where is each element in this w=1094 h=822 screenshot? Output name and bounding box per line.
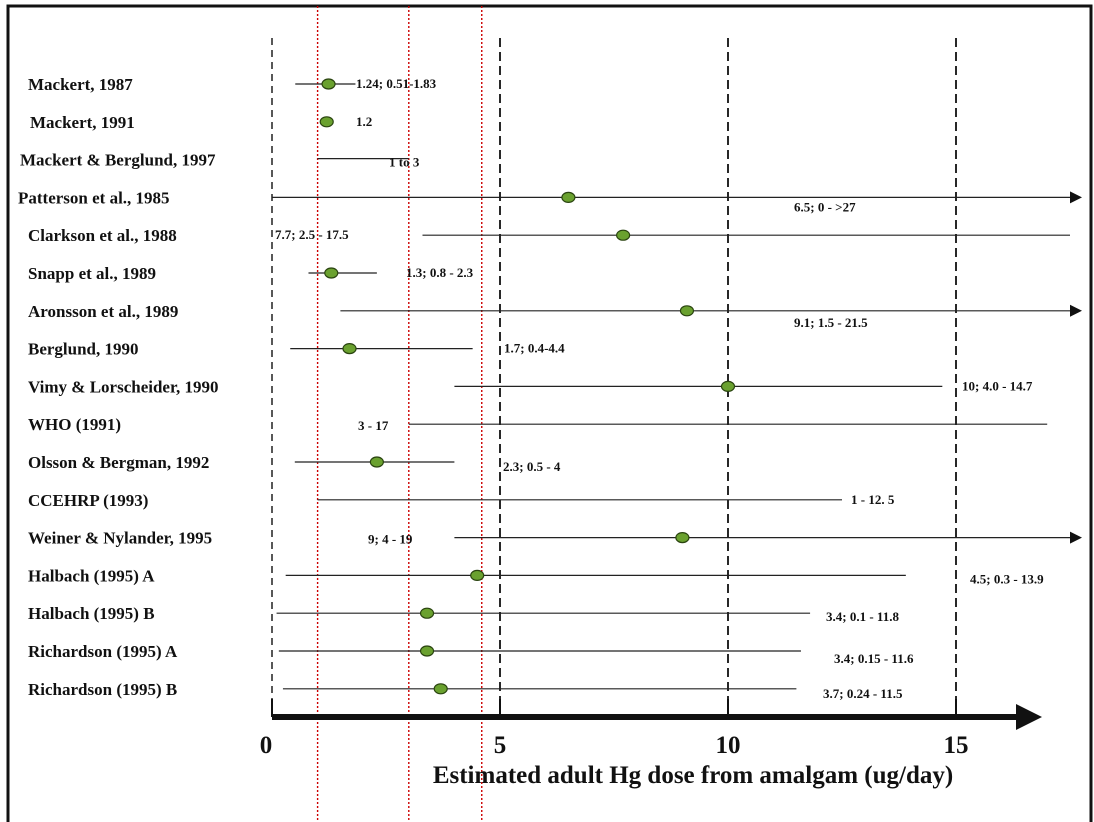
range-arrow xyxy=(1070,304,1082,317)
study-row: CCEHRP (1993) 1 - 12. 5 xyxy=(28,491,895,510)
point-estimate xyxy=(561,191,576,203)
study-label: Berglund, 1990 xyxy=(28,340,139,359)
x-axis-title: Estimated adult Hg dose from amalgam (ug… xyxy=(433,762,953,789)
value-label: 4.5; 0.3 - 13.9 xyxy=(970,571,1044,586)
reference-lines xyxy=(316,6,483,822)
study-label: Clarkson et al., 1988 xyxy=(28,226,177,245)
study-row: Halbach (1995) B 3.4; 0.1 - 11.8 xyxy=(28,604,899,624)
x-tick-label: 15 xyxy=(944,732,969,759)
study-row: Mackert, 1987 1.24; 0.51-1.83 xyxy=(28,75,437,94)
study-row: Richardson (1995) B 3.7; 0.24 - 11.5 xyxy=(28,680,903,701)
gridlines xyxy=(271,38,957,717)
x-tick-label: 10 xyxy=(716,732,741,759)
value-label: 9; 4 - 19 xyxy=(368,532,413,547)
point-estimate xyxy=(419,645,435,657)
study-label: Vimy & Lorscheider, 1990 xyxy=(28,377,218,396)
study-label: CCEHRP (1993) xyxy=(28,491,148,510)
x-tick-label: 5 xyxy=(494,732,507,759)
value-label: 1.3; 0.8 - 2.3 xyxy=(406,265,474,280)
value-label: 1.7; 0.4-4.4 xyxy=(504,341,565,356)
plot-frame xyxy=(6,4,1093,822)
study-row: Aronsson et al., 1989 9.1; 1.5 - 21.5 xyxy=(28,302,1082,330)
study-label: Richardson (1995) A xyxy=(28,642,178,661)
study-row: Snapp et al., 1989 1.3; 0.8 - 2.3 xyxy=(28,264,474,283)
study-label: Halbach (1995) B xyxy=(28,604,155,623)
study-row: Patterson et al., 1985 6.5; 0 - >27 xyxy=(18,188,1082,214)
point-estimate xyxy=(616,229,631,241)
value-label: 3.7; 0.24 - 11.5 xyxy=(823,686,903,701)
value-label: 3 - 17 xyxy=(358,418,389,433)
study-row: Mackert & Berglund, 1997 1 to 3 xyxy=(20,151,420,170)
study-row: Berglund, 1990 1.7; 0.4-4.4 xyxy=(28,340,565,359)
point-estimate xyxy=(470,569,485,582)
study-row: Mackert, 1991 1.2 xyxy=(30,113,372,132)
value-label: 1.2 xyxy=(356,114,372,129)
point-estimate xyxy=(419,607,435,619)
x-axis: 0 5 10 15 xyxy=(260,699,1042,759)
study-label: WHO (1991) xyxy=(28,415,121,434)
study-row: Vimy & Lorscheider, 1990 10; 4.0 - 14.7 xyxy=(28,377,1033,396)
study-label: Mackert & Berglund, 1997 xyxy=(20,151,216,170)
value-label: 1.24; 0.51-1.83 xyxy=(356,76,437,91)
range-arrow xyxy=(1070,191,1082,204)
point-estimate xyxy=(679,305,695,317)
point-estimate xyxy=(433,683,448,695)
point-estimate xyxy=(675,531,690,544)
value-label: 7.7; 2.5 - 17.5 xyxy=(275,227,349,242)
range-arrow xyxy=(1070,531,1082,544)
point-estimate xyxy=(324,267,339,279)
x-axis-arrowhead xyxy=(1016,704,1042,730)
point-estimate xyxy=(321,78,336,90)
study-label: Halbach (1995) A xyxy=(28,566,155,585)
value-label: 9.1; 1.5 - 21.5 xyxy=(794,315,868,330)
study-label: Aronsson et al., 1989 xyxy=(28,302,178,321)
study-label: Weiner & Nylander, 1995 xyxy=(28,529,212,548)
value-label: 10; 4.0 - 14.7 xyxy=(962,378,1033,393)
study-row: Weiner & Nylander, 1995 9; 4 - 19 xyxy=(28,529,1082,548)
study-label: Mackert, 1987 xyxy=(28,75,133,94)
study-label: Richardson (1995) B xyxy=(28,680,177,699)
study-row: Clarkson et al., 1988 7.7; 2.5 - 17.5 xyxy=(28,226,1070,245)
value-label: 3.4; 0.1 - 11.8 xyxy=(826,609,899,624)
value-label: 1 - 12. 5 xyxy=(851,492,895,507)
study-label: Olsson & Bergman, 1992 xyxy=(28,453,209,472)
point-estimate xyxy=(319,116,334,128)
value-label: 6.5; 0 - >27 xyxy=(794,199,856,214)
value-label: 3.4; 0.15 - 11.6 xyxy=(834,651,914,666)
study-row: WHO (1991) 3 - 17 xyxy=(28,415,1048,434)
study-label: Mackert, 1991 xyxy=(30,113,135,132)
study-label: Patterson et al., 1985 xyxy=(18,188,170,207)
study-row: Richardson (1995) A 3.4; 0.15 - 11.6 xyxy=(28,642,914,666)
study-row: Halbach (1995) A 4.5; 0.3 - 13.9 xyxy=(28,566,1044,586)
point-estimate xyxy=(369,456,384,468)
point-estimate xyxy=(720,380,736,392)
value-label: 1 to 3 xyxy=(389,155,420,170)
value-label: 2.3; 0.5 - 4 xyxy=(503,459,561,474)
study-label: Snapp et al., 1989 xyxy=(28,264,156,283)
study-row: Olsson & Bergman, 1992 2.3; 0.5 - 4 xyxy=(28,453,561,474)
x-tick-label: 0 xyxy=(260,732,273,759)
study-rows: Mackert, 1987 1.24; 0.51-1.83 Mackert, 199… xyxy=(18,75,1082,701)
point-estimate xyxy=(342,343,357,355)
